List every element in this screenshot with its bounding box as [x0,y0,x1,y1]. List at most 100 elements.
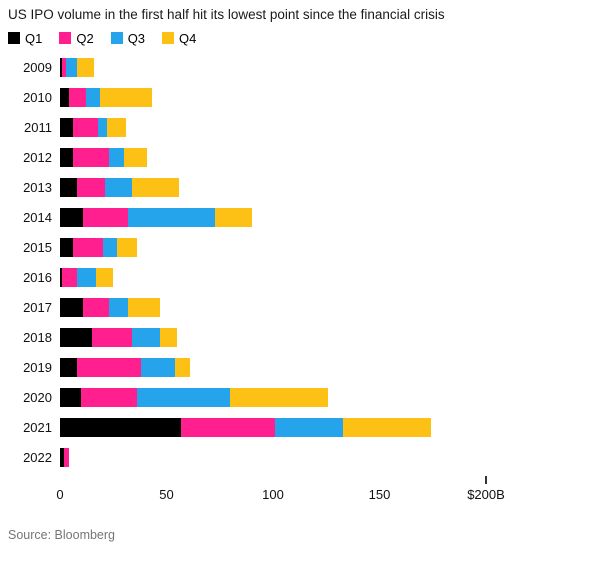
legend-swatch-q4 [162,32,175,45]
bar-segment-q4 [123,147,148,167]
bar-row-2013: 2013 [8,177,597,197]
year-label: 2013 [23,179,52,195]
bar-segment-q1 [60,207,84,227]
bar-segment-q4 [132,177,180,197]
bar-segment-q4 [117,237,137,257]
bar-segment-q2 [62,267,78,287]
x-axis-label: 100 [262,486,284,502]
bar-segment-q1 [60,417,182,437]
bar-row-2017: 2017 [8,297,597,317]
bar-segment-q4 [96,267,114,287]
bar-segment-q2 [181,417,276,437]
year-label: 2016 [23,269,52,285]
bar-row-2022: 2022 [8,447,597,467]
bar-row-2021: 2021 [8,417,597,437]
x-axis-label: 150 [368,486,391,502]
year-label: 2019 [23,359,52,375]
year-label: 2009 [23,59,52,75]
bar-segment-q3 [140,357,175,377]
legend-item-q2: Q2 [59,30,94,46]
bar-row-2020: 2020 [8,387,597,407]
legend-label: Q4 [179,30,197,46]
bar-segment-q3 [108,297,129,317]
year-label: 2015 [23,239,52,255]
bar-track [60,297,161,317]
bar-segment-q1 [60,357,78,377]
chart-title: US IPO volume in the first half hit its … [8,7,445,22]
bar-track [60,87,152,107]
bar-segment-q1 [60,147,73,167]
bar-segment-q3 [98,117,107,137]
bar-segment-q2 [77,357,141,377]
bar-track [60,357,190,377]
bar-segment-q2 [68,87,86,107]
legend-swatch-q2 [59,32,72,45]
bar-segment-q4 [175,357,190,377]
x-axis: 0 50 100 150 $200B [8,475,597,506]
legend-item-q3: Q3 [110,30,146,46]
bar-segment-q1 [60,447,65,467]
year-label: 2017 [23,299,52,315]
bar-segment-q1 [60,297,84,317]
bar-segment-q2 [77,177,105,197]
year-label: 2021 [23,419,52,435]
bar-row-2009: 2009 [8,57,597,77]
bar-segment-q1 [60,327,92,347]
year-label: 2018 [23,329,52,345]
bar-segment-q1 [60,57,63,77]
bar-track [60,327,178,347]
year-label: 2011 [24,119,52,135]
x-axis-tick-mark [485,475,487,484]
bar-segment-q4 [77,57,95,77]
plot-area: 2009 2010 2011 2012 2013 2014 2015 2016 2017 2018… [8,57,597,467]
source-note: Source: Bloomberg [8,527,116,542]
bar-track [60,447,69,467]
bar-segment-q3 [85,87,101,107]
legend-item-q1: Q1 [8,31,42,46]
bar-segment-q3 [108,147,124,167]
bar-segment-q4 [128,297,161,317]
bar-track [60,417,431,437]
bar-track [60,387,329,407]
bar-track [60,267,114,287]
bar-track [60,57,95,77]
bar-row-2018: 2018 [8,327,597,347]
x-axis-label: $200B [467,486,505,502]
bar-segment-q1 [60,87,69,107]
bar-segment-q2 [83,297,109,317]
bar-track [60,207,252,227]
legend-swatch-q3 [110,32,123,45]
bar-track [60,177,180,197]
legend: Q1 Q2 Q3 Q4 [8,31,597,46]
legend-swatch-q1 [8,32,20,45]
bar-row-2016: 2016 [8,267,597,287]
bar-segment-q1 [60,237,73,257]
bar-row-2015: 2015 [8,237,597,257]
bar-segment-q2 [64,447,69,467]
bar-segment-q1 [60,177,78,197]
bar-segment-q3 [66,57,78,77]
year-label: 2022 [23,449,52,465]
year-label: 2020 [23,389,52,405]
bar-row-2014: 2014 [8,207,597,227]
legend-label: Q2 [76,30,94,46]
year-label: 2014 [23,209,52,225]
legend-label: Q3 [127,30,146,46]
bar-segment-q2 [72,117,99,137]
bar-segment-q4 [100,87,152,107]
x-axis-label: 50 [159,486,174,502]
bar-track [60,237,137,257]
bar-segment-q3 [102,237,118,257]
bar-segment-q3 [128,207,216,227]
bar-segment-q2 [83,207,129,227]
bar-segment-q1 [60,267,63,287]
bar-row-2012: 2012 [8,147,597,167]
year-label: 2012 [23,149,52,165]
year-label: 2010 [23,89,52,105]
bar-segment-q2 [81,387,137,407]
bar-row-2019: 2019 [8,357,597,377]
bar-segment-q4 [343,417,431,437]
bar-segment-q4 [160,327,178,347]
bar-segment-q2 [72,237,103,257]
